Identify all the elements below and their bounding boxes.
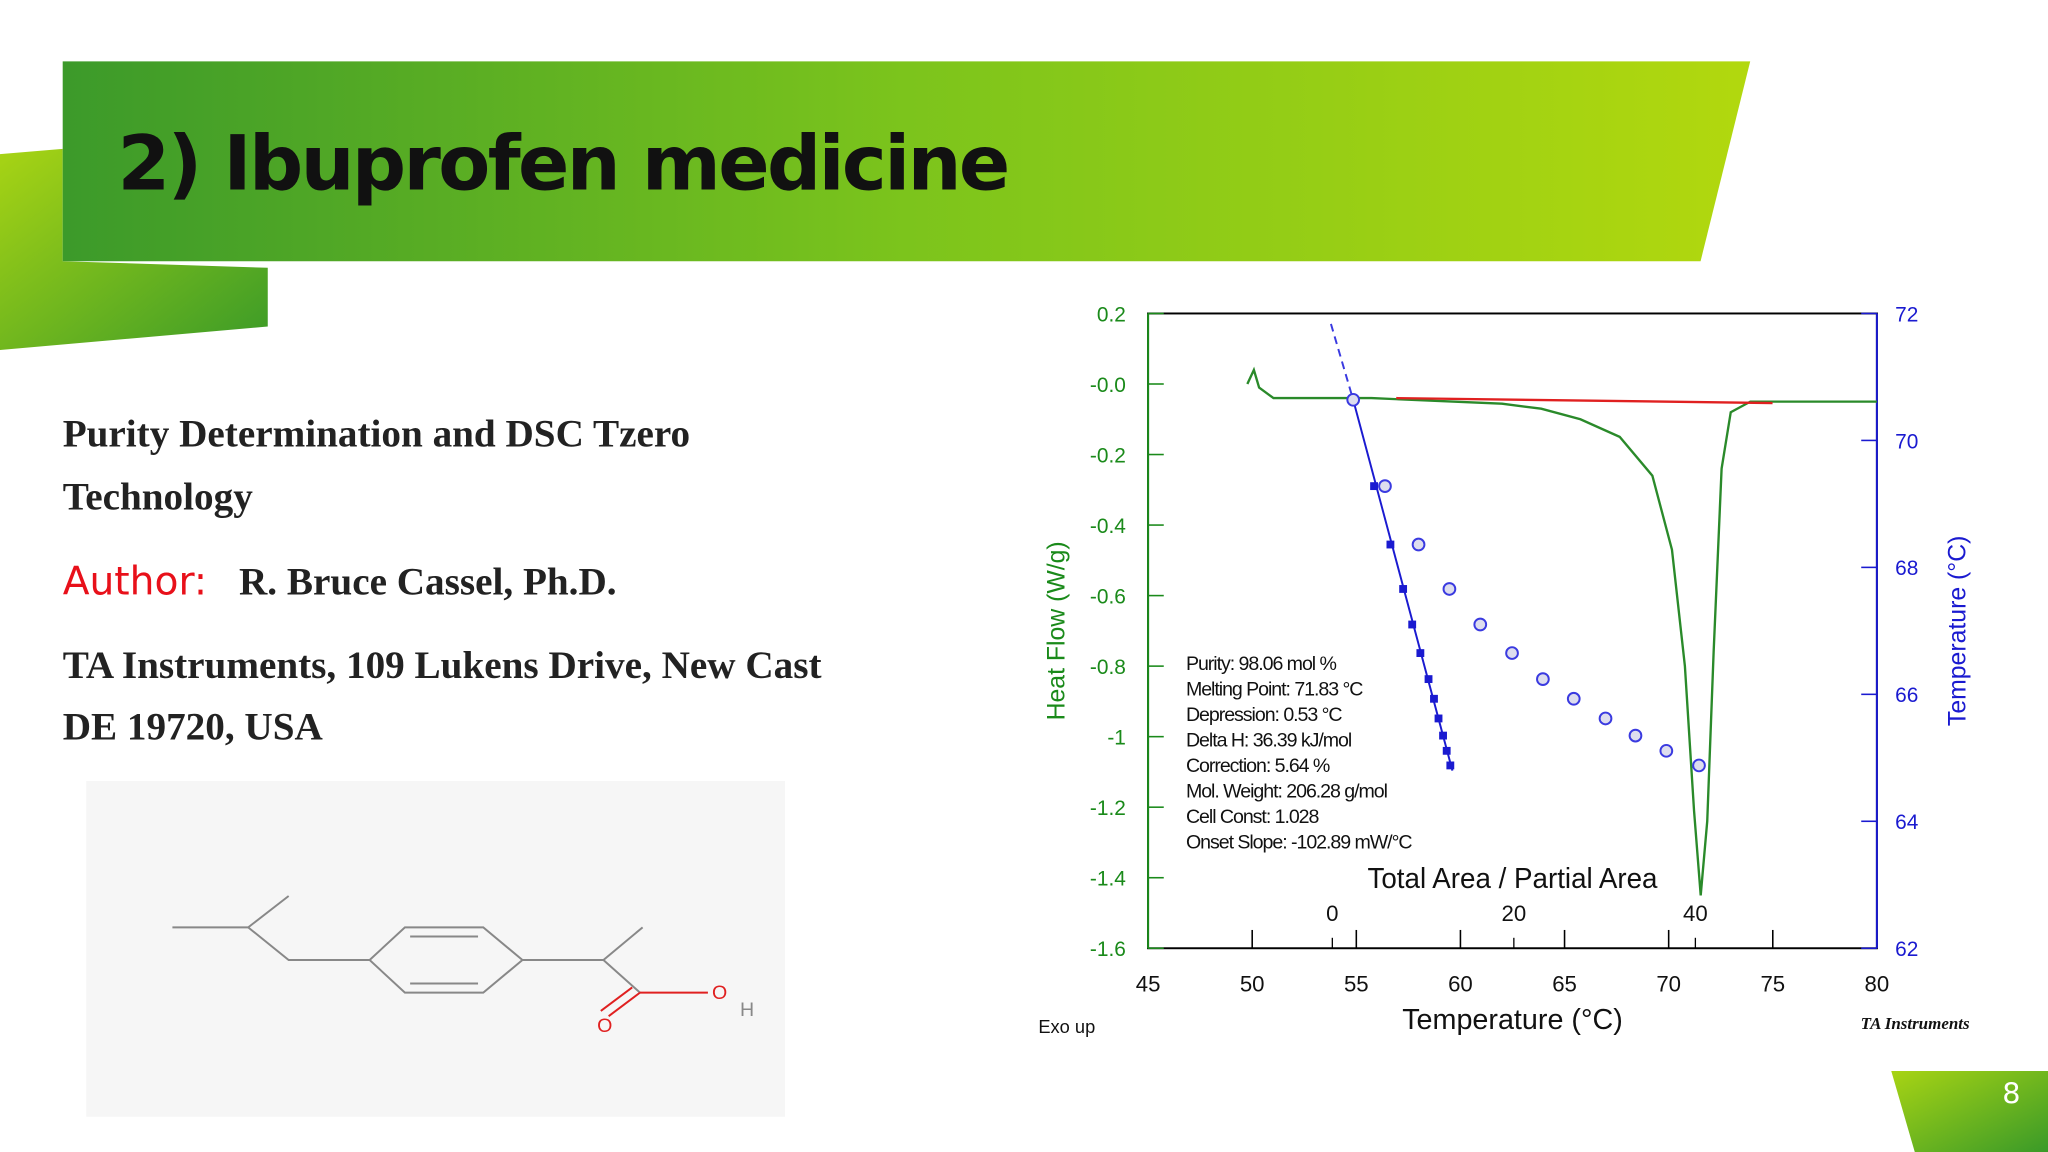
point bbox=[1692, 758, 1706, 773]
molecule bbox=[86, 781, 785, 1117]
x2-tick-label: 40 bbox=[1683, 901, 1708, 926]
atom-label: H bbox=[740, 999, 754, 1021]
y2-tick-label: 68 bbox=[1895, 557, 1918, 580]
x2-axis-label: Total Area / Partial Area bbox=[1368, 863, 1658, 895]
y2-tick-label: 64 bbox=[1895, 811, 1918, 834]
series-line bbox=[1246, 366, 1877, 896]
dsc-chart: Total Area / Partial Area Temperature (°… bbox=[956, 289, 2001, 1048]
page-number: 8 bbox=[2002, 1077, 2020, 1111]
y2-tick-label: 66 bbox=[1895, 684, 1918, 707]
annotation: Onset Slope: -102.89 mW/°C bbox=[1186, 831, 1412, 853]
point bbox=[1659, 743, 1674, 758]
fit-line bbox=[1329, 323, 1355, 400]
point bbox=[1446, 761, 1455, 770]
x-tick-label: 70 bbox=[1656, 971, 1681, 996]
y-tick-label: -1 bbox=[1107, 726, 1126, 749]
atom-label: O bbox=[597, 1015, 612, 1037]
point bbox=[1598, 711, 1613, 726]
title: 2) Ibuprofen medicine bbox=[118, 119, 1008, 207]
x-axis-label: Temperature (°C) bbox=[1402, 1004, 1623, 1036]
point bbox=[1386, 540, 1395, 549]
chart-background bbox=[956, 289, 2001, 1048]
affiliation: DE 19720, USA bbox=[63, 705, 323, 748]
point bbox=[1408, 620, 1417, 629]
brand-label: TA Instruments bbox=[1861, 1014, 1970, 1033]
atom-label: O bbox=[712, 982, 727, 1004]
annotation: Melting Point: 71.83 °C bbox=[1186, 679, 1363, 701]
point bbox=[1442, 582, 1457, 596]
point bbox=[1430, 694, 1438, 703]
point bbox=[1370, 482, 1378, 491]
y-tick-label: -1.4 bbox=[1090, 868, 1126, 891]
x-tick-label: 55 bbox=[1344, 971, 1369, 996]
y-tick-label: -1.6 bbox=[1090, 938, 1126, 961]
y-tick-label: -0.2 bbox=[1090, 444, 1126, 467]
x-tick-label: 80 bbox=[1865, 971, 1890, 996]
y-tick-label: -1.2 bbox=[1090, 797, 1126, 820]
point bbox=[1442, 746, 1451, 755]
point bbox=[1434, 714, 1443, 723]
point bbox=[1416, 649, 1425, 657]
annotation: Purity: 98.06 mol % bbox=[1186, 653, 1337, 675]
y-axis-label: Heat Flow (W/g) bbox=[1043, 541, 1070, 720]
point bbox=[1424, 675, 1433, 684]
annotation: Cell Const: 1.028 bbox=[1186, 806, 1320, 828]
point bbox=[1378, 479, 1392, 493]
y-tick-label: -0.8 bbox=[1090, 656, 1126, 679]
affiliation: TA Instruments, 109 Lukens Drive, New Ca… bbox=[63, 644, 822, 687]
y2-axis-label: Temperature (°C) bbox=[1945, 536, 1972, 726]
y2-tick-label: 72 bbox=[1895, 303, 1918, 326]
point bbox=[1439, 731, 1447, 740]
point bbox=[1411, 537, 1426, 552]
x2-tick-label: 0 bbox=[1326, 901, 1338, 926]
point bbox=[1536, 672, 1550, 686]
y2-tick-label: 70 bbox=[1895, 430, 1918, 453]
y-tick-label: -0.6 bbox=[1090, 585, 1126, 608]
exo-label: Exo up bbox=[1038, 1016, 1095, 1037]
title-banner bbox=[62, 61, 1751, 262]
y-tick-label: 0.2 bbox=[1097, 303, 1126, 326]
point bbox=[1566, 691, 1581, 706]
page-tab bbox=[1891, 1071, 2048, 1152]
point bbox=[1505, 646, 1519, 660]
y-tick-label: -0.4 bbox=[1090, 515, 1126, 538]
subtitle: Purity Determination and DSC Tzero bbox=[63, 413, 690, 456]
y-tick-label: -0.0 bbox=[1090, 374, 1126, 397]
annotation: Correction: 5.64 % bbox=[1186, 755, 1330, 777]
x-tick-label: 50 bbox=[1240, 971, 1265, 996]
x-tick-label: 75 bbox=[1760, 971, 1785, 996]
point bbox=[1628, 728, 1643, 743]
annotation: Delta H: 36.39 kJ/mol bbox=[1186, 729, 1352, 751]
subtitle: Technology bbox=[63, 475, 254, 518]
point bbox=[1346, 392, 1361, 407]
series-line bbox=[1396, 396, 1773, 405]
point bbox=[1399, 585, 1408, 593]
x2-tick-label: 20 bbox=[1502, 901, 1527, 926]
accent-left bbox=[0, 148, 268, 351]
author-label: Author: bbox=[63, 559, 207, 604]
y2-tick-label: 62 bbox=[1895, 938, 1918, 961]
annotation: Mol. Weight: 206.28 g/mol bbox=[1186, 780, 1388, 802]
point bbox=[1473, 617, 1488, 632]
x-tick-label: 60 bbox=[1448, 971, 1473, 996]
author: R. Bruce Cassel, Ph.D. bbox=[239, 560, 617, 603]
annotation: Depression: 0.53 °C bbox=[1186, 704, 1342, 726]
x-tick-label: 45 bbox=[1136, 971, 1161, 996]
x-tick-label: 65 bbox=[1552, 971, 1577, 996]
